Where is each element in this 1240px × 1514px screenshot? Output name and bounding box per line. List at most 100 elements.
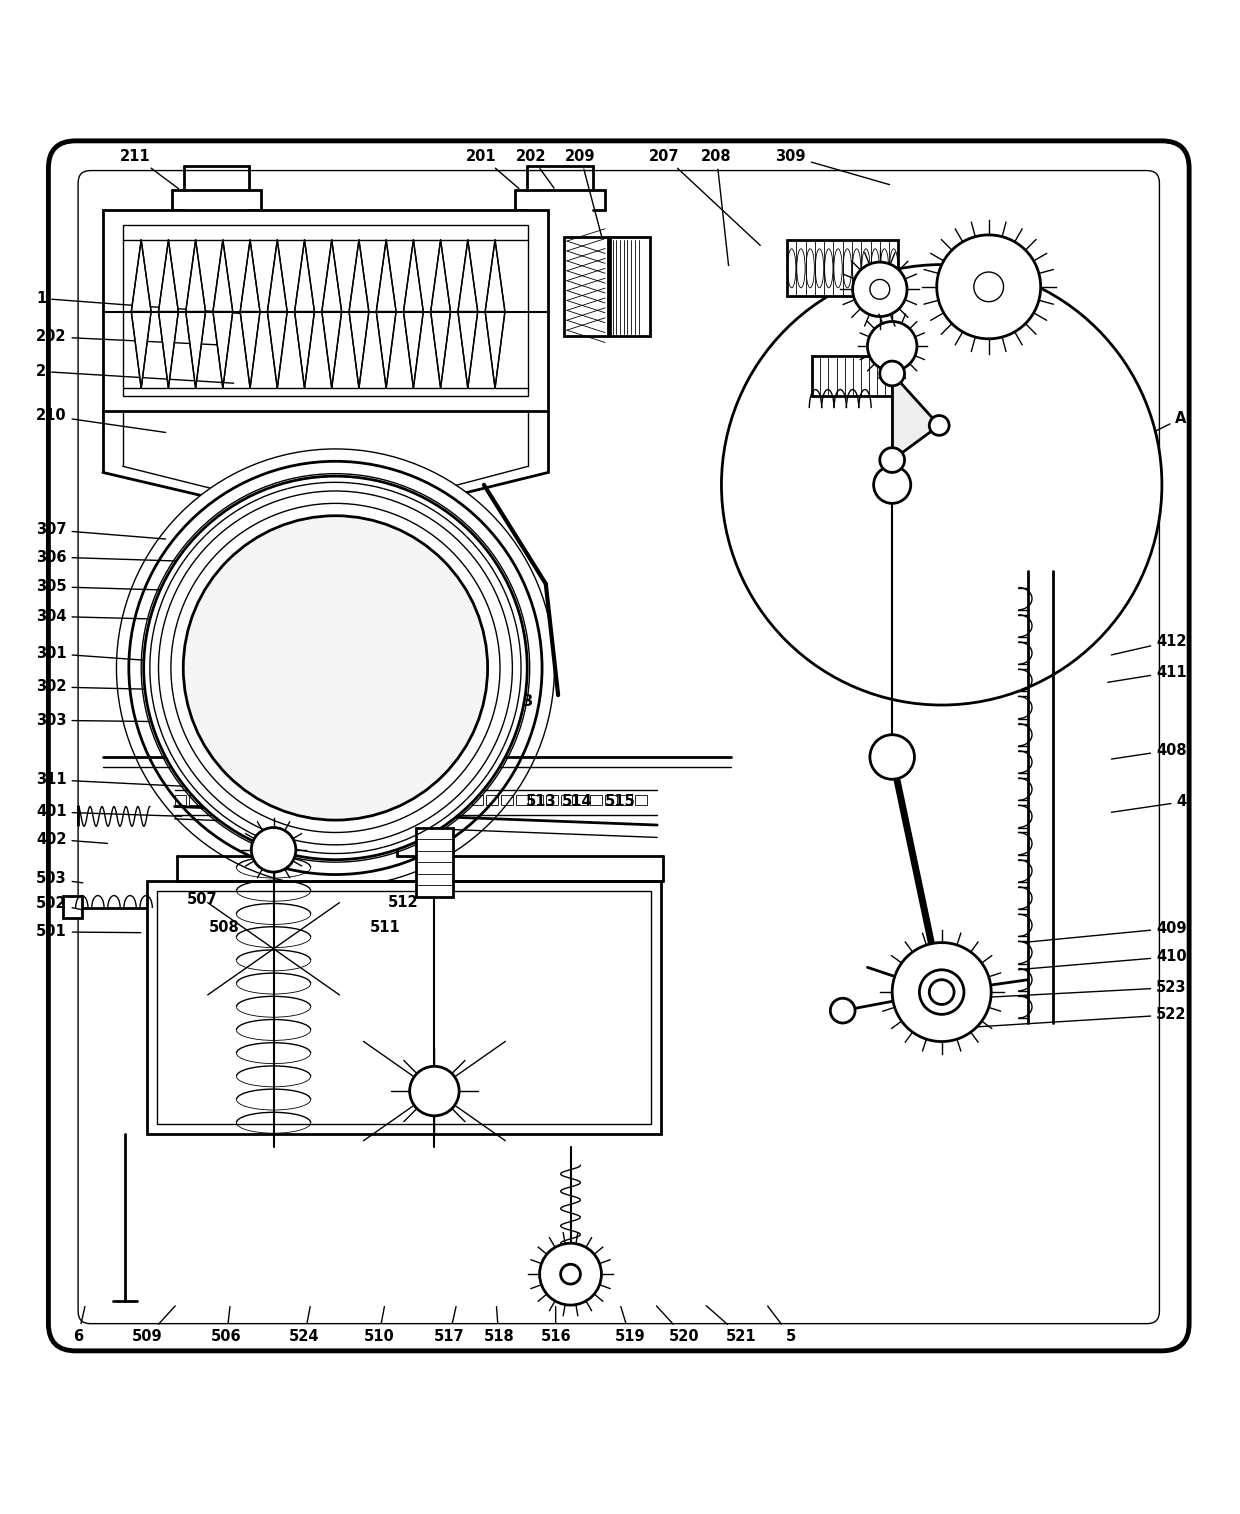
Bar (190, 795, 201, 805)
Polygon shape (295, 239, 315, 312)
Text: 512: 512 (388, 895, 419, 910)
Polygon shape (241, 312, 260, 388)
Bar (309, 795, 320, 805)
Text: 305: 305 (36, 580, 203, 593)
Circle shape (144, 475, 527, 860)
Polygon shape (458, 312, 477, 388)
Bar (264, 795, 275, 805)
Text: 304: 304 (36, 609, 227, 624)
Circle shape (252, 828, 296, 872)
Text: 1: 1 (36, 291, 246, 313)
Text: 516: 516 (541, 1307, 570, 1344)
Bar (427, 795, 439, 805)
Bar (564, 238, 608, 336)
Bar (382, 795, 394, 805)
Text: 307: 307 (36, 522, 166, 539)
Bar (471, 795, 484, 805)
Bar (157, 890, 651, 1125)
Circle shape (929, 415, 949, 436)
Circle shape (880, 360, 904, 386)
Circle shape (936, 235, 1040, 339)
Text: 301: 301 (36, 646, 215, 665)
Circle shape (874, 466, 910, 503)
Circle shape (560, 1264, 580, 1284)
Polygon shape (131, 239, 151, 312)
Text: 503: 503 (36, 871, 83, 886)
Bar (635, 795, 647, 805)
Circle shape (880, 448, 904, 472)
Polygon shape (159, 312, 179, 388)
Text: 3: 3 (522, 693, 532, 709)
Text: 5: 5 (768, 1307, 796, 1344)
Polygon shape (458, 239, 477, 312)
Text: 309: 309 (775, 148, 889, 185)
Polygon shape (348, 239, 368, 312)
Bar (412, 795, 424, 805)
Bar (175, 795, 186, 805)
Circle shape (919, 970, 963, 1014)
Bar (620, 795, 632, 805)
Text: 510: 510 (363, 1307, 394, 1344)
Bar (324, 795, 335, 805)
Text: 511: 511 (370, 921, 401, 936)
Polygon shape (186, 312, 206, 388)
Polygon shape (186, 239, 206, 312)
Circle shape (973, 273, 1003, 301)
Bar (219, 795, 231, 805)
Text: 508: 508 (208, 921, 239, 936)
Bar (123, 226, 528, 395)
Text: 306: 306 (36, 550, 191, 565)
Polygon shape (159, 239, 179, 312)
Text: A: A (1154, 410, 1187, 431)
Bar (234, 795, 246, 805)
Circle shape (929, 980, 954, 1004)
Polygon shape (268, 239, 288, 312)
Text: 515: 515 (605, 793, 635, 808)
Polygon shape (322, 239, 342, 312)
Text: 506: 506 (211, 1307, 242, 1344)
Circle shape (184, 516, 487, 821)
Text: 210: 210 (36, 409, 166, 433)
Text: 519: 519 (615, 1307, 645, 1344)
Text: 505: 505 (429, 793, 460, 808)
Polygon shape (430, 239, 450, 312)
Text: 411: 411 (1107, 665, 1187, 683)
Text: 302: 302 (36, 680, 239, 695)
Polygon shape (403, 312, 423, 388)
Bar (367, 795, 379, 805)
Text: 410: 410 (1019, 949, 1187, 969)
Circle shape (117, 450, 554, 887)
Bar (516, 795, 528, 805)
Text: 504: 504 (293, 793, 324, 808)
Polygon shape (430, 312, 450, 388)
Polygon shape (213, 312, 233, 388)
Text: 209: 209 (565, 148, 604, 247)
Bar (103, 210, 548, 410)
Text: 502: 502 (36, 896, 83, 911)
Circle shape (409, 1066, 459, 1116)
Text: 501: 501 (36, 925, 141, 939)
Text: 201: 201 (466, 148, 518, 189)
Bar (352, 795, 365, 805)
Text: 6: 6 (73, 1307, 84, 1344)
Bar (63, 896, 82, 917)
Text: 202: 202 (516, 148, 554, 188)
Circle shape (853, 262, 906, 316)
Bar (397, 795, 409, 805)
Bar (148, 881, 661, 1134)
Bar (812, 356, 893, 395)
Bar (605, 795, 618, 805)
Text: 524: 524 (289, 1307, 320, 1344)
Circle shape (831, 998, 856, 1023)
Text: 513: 513 (526, 793, 556, 808)
Polygon shape (893, 374, 939, 460)
Text: 208: 208 (701, 148, 732, 265)
Text: 507: 507 (186, 892, 217, 907)
Circle shape (870, 734, 914, 780)
Polygon shape (485, 312, 505, 388)
Bar (546, 795, 558, 805)
Polygon shape (213, 239, 233, 312)
Text: 4: 4 (1111, 795, 1187, 813)
Polygon shape (268, 312, 288, 388)
Polygon shape (322, 312, 342, 388)
